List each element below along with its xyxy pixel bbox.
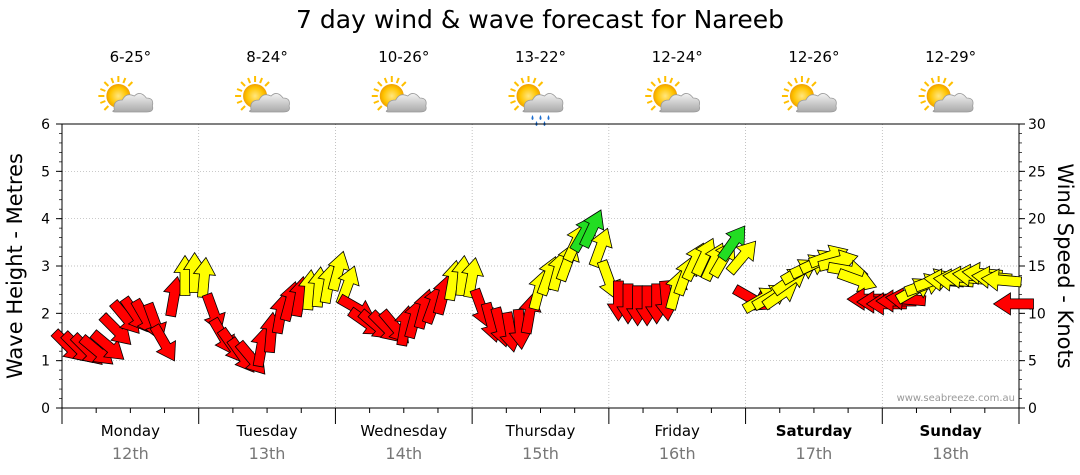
wind-arrow: [149, 323, 176, 362]
x-day-axis: Monday 12th Tuesday 13th Wednesday 14th Thursd…: [61, 408, 1020, 463]
wind-arrow: [992, 292, 1034, 316]
y-right-tick-label: 5: [1028, 354, 1037, 370]
temperature-range: 12-29°: [925, 48, 976, 66]
y-left-tick-label: 0: [41, 401, 50, 417]
y-left-tick-label: 3: [41, 259, 50, 275]
partly-cloudy-icon: [370, 75, 428, 113]
day-date-label: 16th: [659, 444, 696, 463]
chart-title: 7 day wind & wave forecast for Nareeb: [296, 5, 784, 34]
wind-arrow: [836, 268, 878, 293]
temperature-range: 12-24°: [652, 48, 703, 66]
day-date-label: 14th: [385, 444, 422, 463]
temperature-range: 13-22°: [515, 48, 566, 66]
day-name-label: Monday: [101, 422, 160, 440]
wind-arrow: [460, 256, 485, 299]
temperature-range: 8-24°: [246, 48, 288, 66]
day-name-label: Friday: [654, 422, 700, 440]
y-right-tick-label: 10: [1028, 306, 1046, 322]
wind-arrow: [725, 240, 757, 276]
y-right-tick-label: 0: [1028, 401, 1037, 417]
y-left-axis: 0 1 2 3 4 5 6: [41, 117, 62, 417]
day-name-label: Thursday: [505, 422, 576, 440]
y-right-tick-label: 25: [1028, 164, 1046, 180]
day-name-label: Wednesday: [360, 422, 447, 440]
y-right-tick-label: 30: [1028, 117, 1046, 133]
day-name-label: Sunday: [919, 422, 982, 440]
y-right-axis-title: Wind Speed - Knots: [1053, 163, 1077, 368]
credit-text: www.seabreeze.com.au: [897, 393, 1015, 404]
y-left-tick-label: 2: [41, 306, 50, 322]
day-name-label: Tuesday: [236, 422, 298, 440]
partly-cloudy-icon: [917, 75, 975, 113]
day-date-label: 15th: [522, 444, 559, 463]
y-left-tick-label: 1: [41, 354, 50, 370]
y-right-tick-label: 15: [1028, 259, 1046, 275]
day-date-label: 12th: [112, 444, 149, 463]
partly-cloudy-icon: [234, 75, 291, 113]
y-left-tick-label: 5: [41, 164, 50, 180]
day-date-label: 18th: [932, 444, 969, 463]
y-left-axis-title: Wave Height - Metres: [3, 153, 27, 379]
partly-cloudy-icon: [644, 75, 701, 113]
wind-arrow: [980, 268, 1022, 292]
wind-arrow: [588, 227, 613, 269]
weather-icon-row: [97, 75, 975, 126]
partly-cloudy-icon: [97, 75, 154, 113]
day-date-label: 17th: [796, 444, 833, 463]
temperature-row: 6-25° 8-24° 10-26° 13-22° 12-24° 12-26° 12-29°: [110, 48, 977, 66]
temperature-range: 6-25°: [110, 48, 152, 66]
showers-icon: [509, 76, 563, 126]
wind-arrows: [50, 209, 1034, 375]
y-left-tick-label: 6: [41, 117, 50, 133]
y-right-axis: 0 5 10 15 20 25 30: [1019, 117, 1046, 417]
y-right-tick-label: 20: [1028, 212, 1046, 228]
day-date-label: 13th: [249, 444, 286, 463]
wind-arrow: [578, 209, 605, 249]
temperature-range: 10-26°: [378, 48, 429, 66]
y-left-tick-label: 4: [41, 212, 50, 228]
partly-cloudy-icon: [780, 75, 838, 113]
day-name-label: Saturday: [776, 422, 853, 440]
temperature-range: 12-26°: [788, 48, 839, 66]
